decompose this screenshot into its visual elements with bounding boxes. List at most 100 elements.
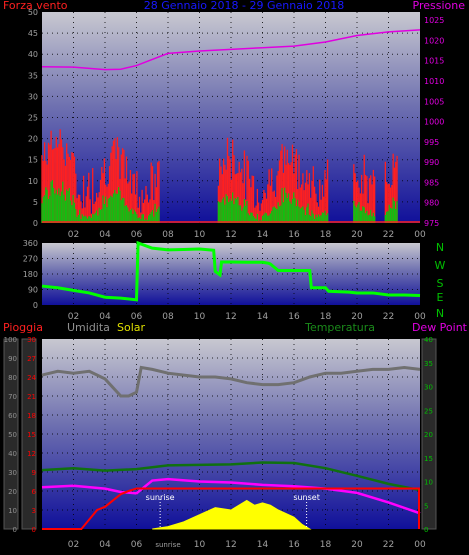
wind-direction-marks [41, 240, 421, 302]
rain-tick-label: 9 [32, 469, 36, 477]
wind-tick-label: 35 [28, 71, 38, 80]
rain-tick-label: 12 [27, 450, 36, 458]
temperature-tick-label: 0 [424, 526, 428, 534]
x-tick-label: 06 [131, 230, 143, 240]
temperature-label: Temperatura [304, 321, 375, 334]
temperature-tick-label: 30 [424, 384, 433, 392]
wind-tick-label: 40 [28, 50, 38, 59]
x-tick-label: 12 [225, 230, 236, 240]
x-tick-label: 08 [162, 230, 174, 240]
pressure-tick-label: 1005 [424, 97, 444, 106]
wind-direction-line [41, 240, 421, 302]
x-tick-label: 04 [99, 312, 111, 322]
pressure-label: Pressione [413, 0, 466, 12]
pressure-tick-label: 990 [424, 158, 439, 167]
x-tick-label: 06 [131, 312, 143, 322]
rain-tick-label: 27 [27, 355, 36, 363]
temperature-line [41, 461, 421, 492]
x-tick-label: 12 [225, 312, 236, 322]
x-tick-label: 16 [288, 230, 300, 240]
pressure-tick-label: 975 [424, 219, 439, 228]
humidity-line [41, 365, 421, 398]
x-tick-label: 20 [351, 230, 363, 240]
x-tick-label: 02 [68, 540, 79, 550]
temperature-tick-label: 5 [424, 502, 428, 510]
direction-tick-label: 90 [28, 286, 38, 295]
temperature-tick-label: 40 [424, 336, 433, 344]
pressure-tick-label: 1015 [424, 57, 444, 66]
humidity-tick-label: 50 [8, 431, 17, 439]
direction-tick-label: 180 [23, 270, 38, 279]
temperature-tick-label: 25 [424, 407, 433, 415]
wind-speed-label: Forza vento [3, 0, 68, 12]
wind-tick-label: 15 [28, 156, 38, 165]
humidity-tick-label: 20 [8, 488, 17, 496]
x-tick-label: sunrise [155, 541, 180, 549]
wind-tick-label: 30 [28, 92, 38, 101]
humidity-tick-label: 90 [8, 355, 17, 363]
rain-line [42, 487, 420, 530]
temperature-scale-bar [421, 338, 437, 530]
humidity-tick-label: 0 [13, 526, 17, 534]
humidity-temp-marks: sunrise sunset [41, 365, 421, 530]
wind-tick-label: 5 [33, 198, 38, 207]
x-tick-label: 04 [99, 540, 111, 550]
x-tick-label: 22 [383, 312, 394, 322]
sunrise-label: sunrise [146, 493, 175, 502]
humidity-scale-bar [3, 338, 19, 530]
rain-tick-label: 0 [32, 526, 36, 534]
dew-point-line [41, 477, 421, 515]
temperature-tick-label: 10 [424, 479, 433, 487]
x-tick-label: 10 [194, 312, 206, 322]
temperature-tick-label: 20 [424, 431, 433, 439]
compass-w: W [435, 259, 446, 272]
x-tick-label: 18 [320, 312, 332, 322]
axis-ticks: 0510152025303540455097598098599099510001… [3, 8, 444, 550]
date-range-label: 28 Gennaio 2018 - 29 Gennaio 2018 [144, 0, 344, 12]
wind-tick-label: 20 [28, 135, 38, 144]
rain-scale-bar [21, 338, 37, 530]
x-tick-label: 02 [68, 230, 79, 240]
x-tick-label: 18 [320, 230, 332, 240]
rain-tick-label: 24 [27, 374, 36, 382]
rain-tick-label: 15 [27, 431, 36, 439]
rain-tick-label: 3 [32, 507, 36, 515]
pressure-tick-label: 1020 [424, 36, 444, 45]
x-tick-label: 22 [383, 230, 394, 240]
wind-pressure-marks [41, 29, 421, 223]
rain-label: Pioggia [3, 321, 43, 334]
pressure-tick-label: 995 [424, 138, 439, 147]
wind-tick-label: 0 [33, 219, 38, 228]
x-tick-label: 22 [383, 540, 394, 550]
direction-tick-label: 360 [23, 239, 38, 248]
humidity-tick-label: 100 [4, 336, 17, 344]
x-tick-label: 14 [257, 540, 269, 550]
x-tick-label: 10 [194, 540, 206, 550]
solar-area [152, 499, 312, 530]
wind-tick-label: 50 [28, 8, 38, 17]
compass-s: S [437, 277, 444, 290]
x-tick-label: 14 [257, 230, 269, 240]
temperature-tick-label: 15 [424, 455, 433, 463]
pressure-tick-label: 985 [424, 178, 439, 187]
rain-tick-label: 6 [32, 488, 37, 496]
direction-tick-label: 270 [23, 255, 38, 264]
x-tick-label: 14 [257, 312, 269, 322]
direction-tick-label: 0 [33, 301, 38, 310]
humidity-tick-label: 80 [8, 374, 17, 382]
temperature-tick-label: 35 [424, 360, 433, 368]
x-tick-label: 08 [162, 312, 174, 322]
rain-tick-label: 30 [27, 336, 36, 344]
x-tick-label: 16 [288, 312, 300, 322]
dew-point-label: Dew Point [412, 321, 468, 334]
compass-n-top: N [436, 241, 444, 254]
humidity-tick-label: 30 [8, 469, 17, 477]
x-tick-label: 06 [131, 540, 143, 550]
wind-tick-label: 10 [28, 177, 38, 186]
x-tick-label: 00 [414, 312, 426, 322]
x-tick-label: 10 [194, 230, 206, 240]
pressure-line [41, 29, 421, 71]
humidity-tick-label: 70 [8, 393, 17, 401]
wind-tick-label: 45 [28, 29, 38, 38]
